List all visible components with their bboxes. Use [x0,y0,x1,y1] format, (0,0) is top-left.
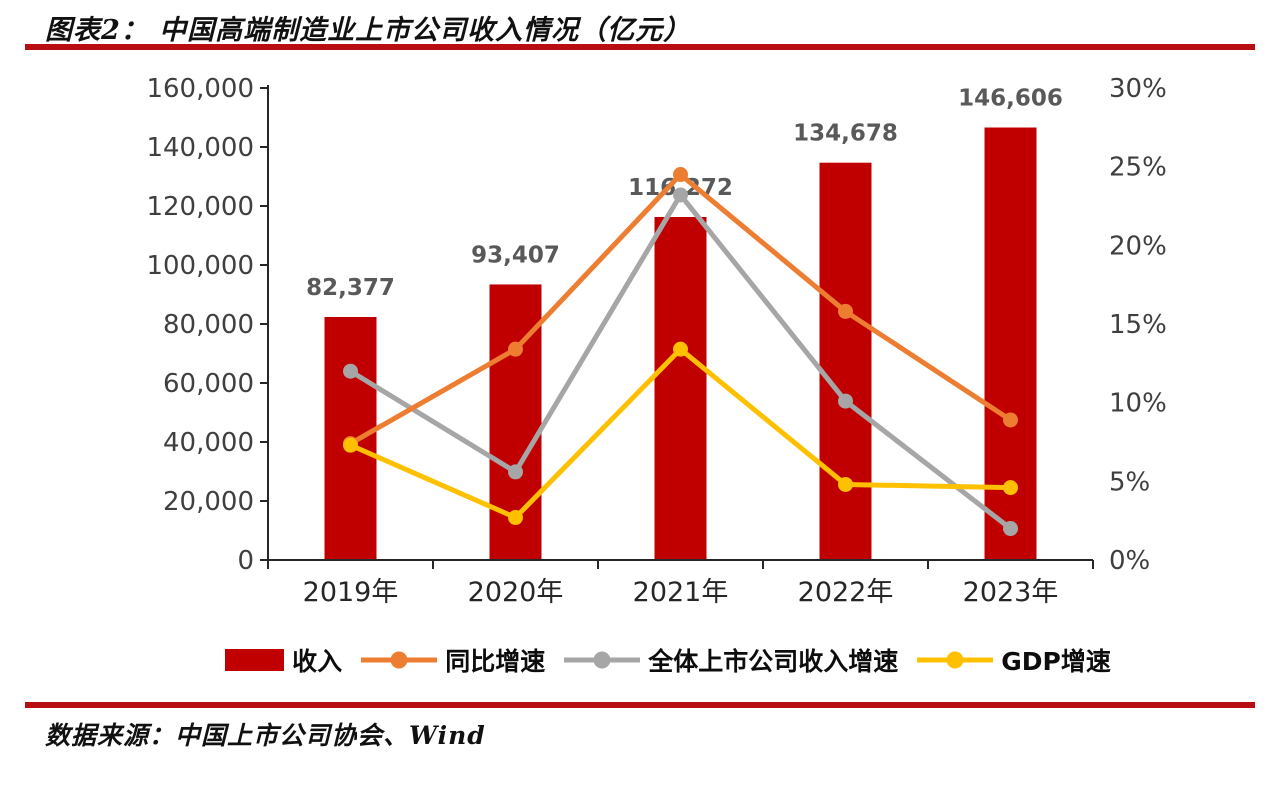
legend-item-收入: 收入 [225,642,342,678]
title-divider-rule [25,44,1255,50]
legend-line-swatch [917,651,994,669]
marker-全体上市公司收入增速-2020年 [508,464,523,480]
x-axis-category-label: 2023年 [963,577,1059,608]
legend-item-全体上市公司收入增速: 全体上市公司收入增速 [564,642,898,678]
x-axis-category-label: 2019年 [303,577,399,608]
data-source-note: 数据来源：中国上市公司协会、Wind [45,721,486,750]
marker-同比增速-2021年 [673,167,688,183]
marker-GDP增速-2022年 [838,476,853,492]
left-axis-tick-label: 100,000 [146,251,254,281]
marker-同比增速-2023年 [1003,412,1018,428]
legend-bar-swatch [225,649,285,671]
right-axis-tick-label: 10% [1109,389,1167,419]
marker-同比增速-2022年 [838,303,853,319]
x-axis-category-label: 2022年 [798,577,894,608]
left-axis-tick-label: 160,000 [146,74,254,104]
legend-item-同比增速: 同比增速 [361,642,545,678]
legend-label: 同比增速 [445,647,546,676]
bar-2022年 [819,162,872,561]
bar-2021年 [654,216,707,560]
marker-全体上市公司收入增速-2021年 [673,187,688,203]
bar-2023年 [984,127,1037,560]
bar-data-label: 134,678 [793,121,898,147]
right-axis-tick-label: 25% [1109,153,1167,183]
marker-全体上市公司收入增速-2022年 [838,393,853,409]
legend-line-swatch [564,651,641,669]
bar-data-label: 82,377 [306,275,395,301]
chart-legend: 收入 同比增速 全体上市公司收入增速 GDP增速 [120,642,1216,678]
legend-label: GDP增速 [1001,647,1111,676]
legend-line-swatch [361,651,438,669]
marker-GDP增速-2019年 [343,437,358,453]
chart-title: 图表2： 中国高端制造业上市公司收入情况（亿元） [45,15,692,46]
left-axis-tick-label: 120,000 [146,192,254,222]
right-axis-tick-label: 15% [1109,310,1167,340]
marker-全体上市公司收入增速-2023年 [1003,521,1018,537]
marker-同比增速-2020年 [508,341,523,357]
right-axis-tick-label: 30% [1109,74,1167,104]
x-axis-category-label: 2021年 [633,577,729,608]
left-axis-tick-label: 60,000 [163,369,254,399]
x-axis-category-label: 2020年 [468,577,564,608]
marker-GDP增速-2023年 [1003,480,1018,496]
marker-全体上市公司收入增速-2019年 [343,363,358,379]
marker-GDP增速-2021年 [673,341,688,357]
right-axis-tick-label: 5% [1109,467,1150,497]
left-axis-tick-label: 20,000 [163,487,254,517]
left-axis-tick-label: 80,000 [163,310,254,340]
left-axis-tick-label: 140,000 [146,133,254,163]
legend-label: 全体上市公司收入增速 [648,647,899,676]
bar-data-label: 146,606 [958,86,1063,112]
left-axis-tick-label: 0 [237,546,254,576]
bar-data-label: 93,407 [471,242,560,268]
right-axis-tick-label: 0% [1109,546,1150,576]
legend-label: 收入 [292,647,343,676]
legend-item-GDP增速: GDP增速 [917,642,1111,678]
left-axis-tick-label: 40,000 [163,428,254,458]
footer-divider-rule [25,702,1255,708]
marker-GDP增速-2020年 [508,510,523,526]
right-axis-tick-label: 20% [1109,231,1167,261]
